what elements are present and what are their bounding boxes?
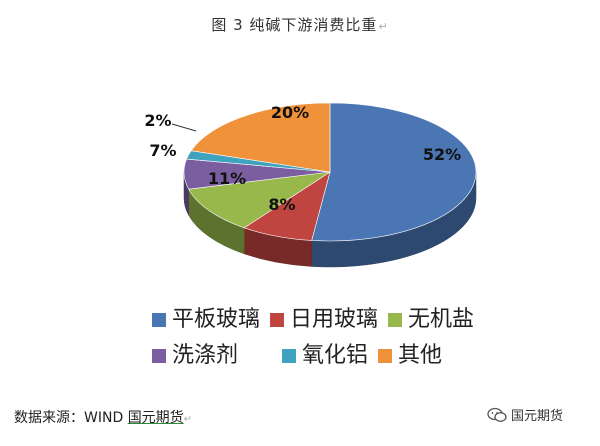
pie-leader-line <box>171 123 197 132</box>
legend-item-daily-glass: 日用玻璃 <box>270 302 378 338</box>
paragraph-mark: ↵ <box>378 20 389 33</box>
legend-label: 日用玻璃 <box>290 307 379 332</box>
pie-data-label-0: 52% <box>423 145 461 164</box>
pie-chart: 52% 8% 11% 7% 2% 20% <box>144 102 477 268</box>
source-name: 国元期货 <box>127 410 184 426</box>
legend-item-flat-glass: 平板玻璃 <box>152 302 260 338</box>
legend-swatch <box>152 349 166 363</box>
legend-label: 洗涤剂 <box>172 343 239 368</box>
pie-data-label-3: 7% <box>149 141 176 160</box>
legend-swatch <box>388 313 403 327</box>
chart-title: 图 3 纯碱下游消费比重↵ <box>0 14 600 35</box>
legend-item-other: 其他 <box>378 338 442 374</box>
pie-data-label-1: 8% <box>268 195 295 214</box>
pie-data-label-4: 2% <box>144 111 171 130</box>
legend-item-alumina: 氧化铝 <box>282 338 368 374</box>
data-source: 数据来源：WIND 国元期货↵ <box>14 407 192 427</box>
paragraph-mark: ↵ <box>183 414 193 425</box>
legend-item-detergent: 洗涤剂 <box>152 338 272 374</box>
chart-title-text: 图 3 纯碱下游消费比重 <box>211 16 378 34</box>
legend-swatch <box>282 349 297 363</box>
watermark-text: 国元期货 <box>511 409 564 424</box>
legend-label: 平板玻璃 <box>172 307 261 332</box>
pie-slice-5 <box>190 102 331 173</box>
legend-label: 氧化铝 <box>302 343 369 368</box>
legend-row-2: 洗涤剂 氧化铝 其他 <box>152 338 572 374</box>
legend-label: 其他 <box>398 343 443 368</box>
legend-swatch <box>378 349 393 363</box>
wechat-icon <box>487 407 507 422</box>
source-prefix: 数据来源：WIND <box>14 410 128 426</box>
pie-slice-0 <box>311 102 477 242</box>
account-watermark: 国元期货 <box>487 405 563 424</box>
pie-data-label-2: 11% <box>208 169 246 188</box>
legend-swatch <box>270 313 285 327</box>
pie-slice-2 <box>188 171 331 229</box>
chart-legend: 平板玻璃 日用玻璃 无机盐 洗涤剂 氧化铝 其他 <box>152 302 572 374</box>
legend-swatch <box>152 313 166 327</box>
legend-label: 无机盐 <box>408 307 475 332</box>
legend-item-inorganic-salt: 无机盐 <box>388 302 474 338</box>
pie-data-label-5: 20% <box>271 103 309 122</box>
legend-row-1: 平板玻璃 日用玻璃 无机盐 <box>152 302 572 338</box>
